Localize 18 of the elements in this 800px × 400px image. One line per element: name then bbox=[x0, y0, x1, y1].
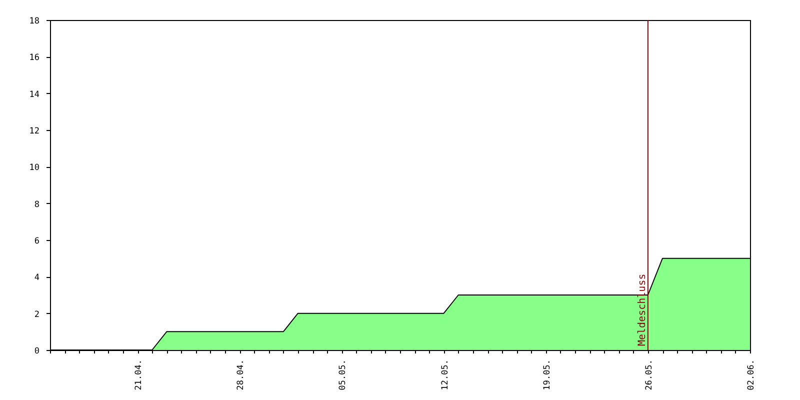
y-tick-label: 6 bbox=[34, 236, 40, 246]
y-tick-label: 14 bbox=[29, 90, 40, 100]
x-tick-label: 26.05. bbox=[644, 360, 654, 390]
y-tick-label: 16 bbox=[29, 53, 40, 64]
y-tick-label: 12 bbox=[29, 126, 40, 136]
x-tick-label: 19.05. bbox=[542, 360, 552, 390]
x-tick-label: 12.05. bbox=[440, 360, 450, 390]
x-tick-label: 02.06. bbox=[746, 360, 756, 390]
y-tick-label: 10 bbox=[29, 163, 40, 174]
y-tick-label: 0 bbox=[34, 346, 40, 356]
ref-line-label: Meldeschluss bbox=[636, 274, 648, 346]
y-tick-label: 4 bbox=[34, 273, 40, 284]
x-tick-label: 28.04. bbox=[236, 360, 246, 390]
y-tick-label: 2 bbox=[34, 310, 40, 320]
y-tick-label: 18 bbox=[29, 16, 40, 26]
y-tick-label: 8 bbox=[34, 200, 40, 210]
x-tick-label: 05.05. bbox=[338, 360, 348, 390]
x-tick-label: 21.04. bbox=[134, 360, 144, 390]
